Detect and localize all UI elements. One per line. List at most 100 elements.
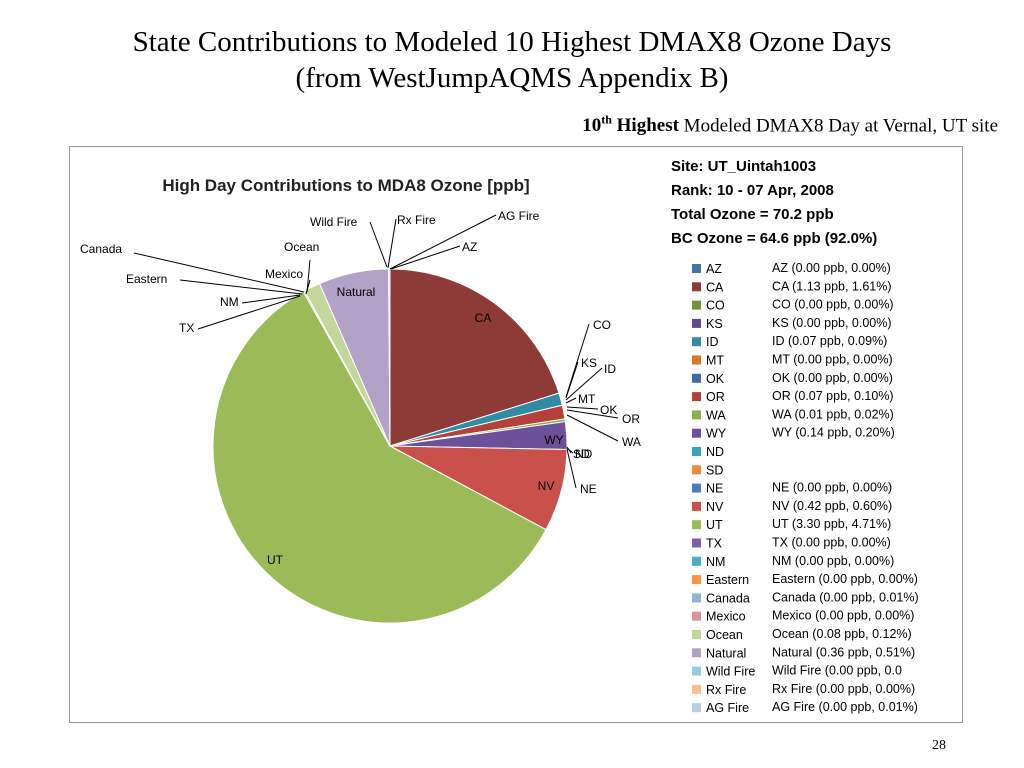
legend-swatch-id — [692, 337, 701, 347]
legend-detail-mt: MT (0.00 ppb, 0.00%) — [772, 353, 893, 367]
legend-detail-eastern: Eastern (0.00 ppb, 0.00%) — [772, 572, 918, 586]
legend-detail-ne: NE (0.00 ppb, 0.00%) — [772, 481, 892, 495]
outer-label-or: OR — [622, 412, 640, 426]
outer-label-co: CO — [593, 318, 611, 332]
legend-detail-canada: Canada (0.00 ppb, 0.01%) — [772, 590, 919, 604]
chart-frame: High Day Contributions to MDA8 Ozone [pp… — [69, 146, 963, 723]
leader-line-rx-fire — [387, 218, 397, 269]
legend-swatch-natural — [692, 648, 701, 658]
info-total: Total Ozone = 70.2 ppb — [671, 206, 834, 223]
leader-line-canada — [133, 252, 305, 293]
pie-slice-ag-fire — [388, 268, 391, 447]
outer-label-ks: KS — [581, 356, 597, 370]
legend-swatch-eastern — [692, 575, 701, 585]
leader-line-ocean — [306, 259, 311, 293]
legend-label-canada: Canada — [706, 591, 750, 605]
outer-label-nd: ND — [575, 447, 593, 461]
legend-label-mexico: Mexico — [706, 610, 746, 624]
legend-label-ks: KS — [706, 317, 723, 331]
legend-label-rx-fire: Rx Fire — [706, 683, 746, 697]
legend-swatch-sd — [692, 465, 701, 475]
legend-detail-ut: UT (3.30 ppb, 4.71%) — [772, 517, 891, 531]
leader-line-co — [565, 323, 590, 398]
legend-swatch-canada — [692, 593, 701, 603]
legend-swatch-nv — [692, 501, 701, 511]
leader-line-nd — [566, 447, 574, 454]
legend-label-ca: CA — [706, 280, 724, 294]
outer-label-ocean: Ocean — [284, 240, 319, 254]
subtitle-emphasis: Highest — [611, 115, 679, 137]
slice-label-ut: UT — [267, 553, 284, 567]
slice-label-nv: NV — [538, 479, 555, 493]
subtitle-rank: 10 — [582, 115, 602, 137]
leader-line-mexico — [305, 279, 311, 295]
outer-label-ne: NE — [580, 482, 597, 496]
legend-detail-or: OR (0.07 ppb, 0.10%) — [772, 389, 894, 403]
legend-swatch-wild-fire — [692, 666, 701, 676]
legend-detail-mexico: Mexico (0.00 ppb, 0.00%) — [772, 609, 914, 623]
leader-line-ne — [566, 448, 577, 489]
outer-label-sd: SD — [573, 447, 590, 461]
pie-slice-ca — [389, 268, 560, 447]
legend-detail-wild-fire: Wild Fire (0.00 ppb, 0.0 — [772, 664, 902, 678]
legend-label-nd: ND — [706, 445, 724, 459]
slice-label-natural: Natural — [337, 285, 376, 299]
legend-detail-ocean: Ocean (0.08 ppb, 0.12%) — [772, 627, 912, 641]
legend-detail-ks: KS (0.00 ppb, 0.00%) — [772, 316, 892, 330]
legend-label-az: AZ — [706, 262, 722, 276]
legend-label-wy: WY — [706, 427, 727, 441]
outer-label-wa: WA — [622, 435, 641, 449]
legend-label-co: CO — [706, 299, 725, 313]
leader-line-wild-fire — [369, 221, 388, 268]
chart-title: High Day Contributions to MDA8 Ozone [pp… — [162, 176, 529, 195]
legend-swatch-co — [692, 300, 701, 310]
outer-label-canada: Canada — [80, 242, 122, 256]
leader-line-wa — [566, 414, 619, 442]
info-rank: Rank: 10 - 07 Apr, 2008 — [671, 182, 834, 199]
legend-label-sd: SD — [706, 463, 723, 477]
legend-swatch-ok — [692, 373, 701, 383]
legend-detail-tx: TX (0.00 ppb, 0.00%) — [772, 536, 891, 550]
leader-line-nm — [241, 294, 301, 304]
outer-label-mt: MT — [578, 392, 596, 406]
legend-swatch-ut — [692, 520, 701, 530]
leader-line-mt — [565, 397, 577, 404]
legend-label-tx: TX — [706, 537, 723, 551]
legend-detail-id: ID (0.07 ppb, 0.09%) — [772, 334, 887, 348]
legend-label-ne: NE — [706, 482, 723, 496]
outer-label-mexico: Mexico — [265, 267, 303, 281]
info-bc: BC Ozone = 64.6 ppb (92.0%) — [671, 230, 877, 247]
legend-detail-ca: CA (1.13 ppb, 1.61%) — [772, 279, 892, 293]
legend-detail-nm: NM (0.00 ppb, 0.00%) — [772, 554, 894, 568]
legend-swatch-ne — [692, 483, 701, 493]
legend-detail-rx-fire: Rx Fire (0.00 ppb, 0.00%) — [772, 682, 915, 696]
legend-swatch-rx-fire — [692, 684, 701, 694]
subtitle-text: Modeled DMAX8 Day at Vernal, UT site — [678, 115, 998, 137]
legend-swatch-tx — [692, 538, 701, 548]
outer-label-wild-fire: Wild Fire — [310, 215, 358, 229]
legend-label-ut: UT — [706, 518, 723, 532]
pie-slice-ut — [212, 290, 547, 624]
leader-line-ag-fire — [389, 214, 497, 270]
legend-label-natural: Natural — [706, 646, 746, 660]
leader-line-ks — [565, 361, 579, 399]
legend-label-or: OR — [706, 390, 725, 404]
legend-swatch-nm — [692, 556, 701, 566]
legend-detail-nv: NV (0.42 ppb, 0.60%) — [772, 499, 892, 513]
outer-label-tx: TX — [179, 321, 194, 335]
leader-line-ok — [566, 406, 599, 410]
legend-swatch-ks — [692, 318, 701, 328]
legend-label-ok: OK — [706, 372, 725, 386]
legend-swatch-mexico — [692, 611, 701, 621]
legend-label-wild-fire: Wild Fire — [706, 665, 755, 679]
slice-label-wy: WY — [544, 433, 563, 447]
legend-detail-natural: Natural (0.36 ppb, 0.51%) — [772, 645, 915, 659]
legend-label-mt: MT — [706, 354, 724, 368]
slice-label-ca: CA — [475, 311, 492, 325]
leader-line-tx — [197, 295, 301, 330]
legend-detail-wa: WA (0.01 ppb, 0.02%) — [772, 407, 894, 421]
legend-detail-ok: OK (0.00 ppb, 0.00%) — [772, 371, 893, 385]
slide-subtitle: 10th Highest Modeled DMAX8 Day at Vernal… — [582, 113, 998, 137]
outer-label-ok: OK — [600, 403, 617, 417]
legend-label-eastern: Eastern — [706, 573, 749, 587]
